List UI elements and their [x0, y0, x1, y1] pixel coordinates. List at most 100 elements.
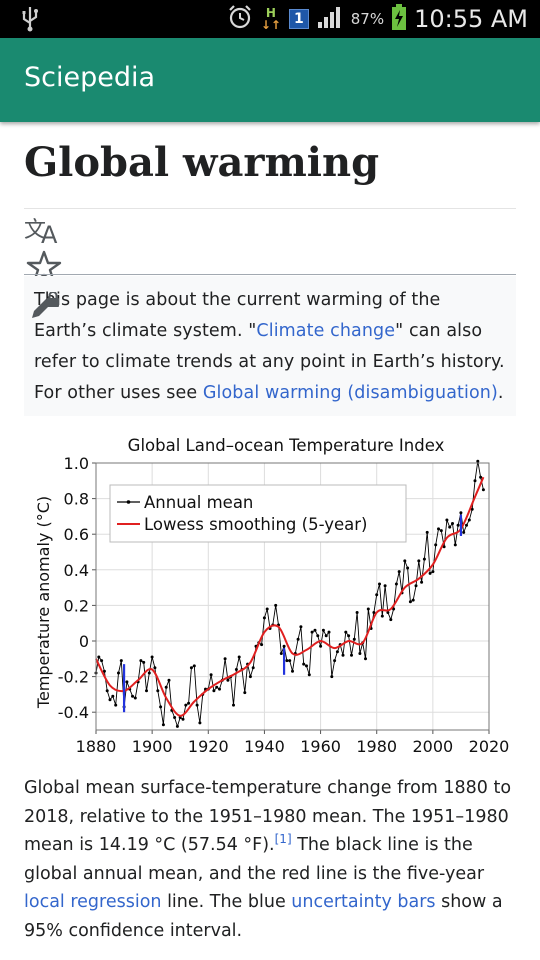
annual-mean-point	[226, 678, 230, 682]
title-divider	[24, 208, 516, 209]
annual-mean-point	[167, 678, 171, 682]
annual-mean-point	[285, 659, 289, 663]
disambiguation-link[interactable]: Global warming (disambiguation)	[202, 383, 498, 403]
x-tick-label: 1980	[356, 737, 397, 756]
annual-mean-point	[184, 703, 188, 707]
series-annual-mean	[94, 459, 485, 728]
app-bar: Sciepedia	[0, 38, 540, 122]
y-tick-label: 1.0	[64, 454, 89, 473]
annual-mean-point	[364, 657, 367, 661]
annual-mean-point	[147, 671, 151, 675]
annual-mean-point	[411, 598, 415, 602]
annual-mean-point	[451, 522, 454, 525]
legend-box	[109, 484, 407, 543]
annual-mean-point	[341, 653, 345, 657]
battery-percent: 87%	[350, 10, 385, 28]
y-tick-label: 0.4	[64, 561, 89, 580]
annual-mean-point	[108, 698, 112, 702]
lowess-smoothing-line	[95, 476, 485, 717]
annual-mean-point	[380, 614, 384, 618]
annual-mean-point	[153, 666, 157, 670]
status-bar: H ↓↑ 1 87% 10:55 AM	[0, 0, 540, 38]
annual-mean-point	[248, 675, 252, 679]
legend-lowess-label: Lowess smoothing (5-year)	[144, 515, 367, 534]
signal-icon	[317, 6, 343, 32]
annual-mean-point	[260, 643, 264, 647]
annual-mean-point	[175, 724, 179, 728]
annual-mean-point	[195, 703, 199, 707]
temperature-chart-figure[interactable]: Global Land–ocean Temperature Index Temp…	[24, 430, 516, 760]
annual-mean-point	[375, 593, 379, 597]
annual-mean-point	[234, 668, 238, 671]
annual-mean-point	[417, 559, 421, 563]
annual-mean-point	[465, 523, 468, 527]
annual-mean-point	[198, 721, 202, 725]
annual-mean-point	[414, 584, 418, 588]
annual-mean-point	[119, 659, 123, 663]
annual-mean-point	[372, 611, 376, 614]
annual-mean-point	[394, 582, 398, 586]
annual-mean-point	[192, 664, 196, 668]
reference-1-link[interactable]: [1]	[274, 832, 292, 847]
climate-change-link[interactable]: Climate change	[256, 321, 396, 341]
alarm-icon	[227, 4, 253, 34]
annual-mean-point	[378, 582, 381, 586]
annual-mean-point	[313, 628, 317, 632]
annual-mean-point	[355, 611, 359, 614]
uncertainty-bars-link[interactable]: uncertainty bars	[291, 892, 436, 912]
annual-mean-point	[299, 625, 303, 629]
chart-ticks: 1880 1900 1920 1940 1960 1980 2000 2020 1.0 0.8 0.…	[58, 454, 510, 756]
x-tick-label: 1900	[132, 737, 173, 756]
annual-mean-point	[159, 705, 163, 709]
legend-annual-label: Annual mean	[144, 493, 253, 512]
chart-y-axis-label: Temperature anomaly (°C)	[34, 496, 53, 709]
usb-icon	[20, 6, 40, 38]
annual-mean-point	[181, 717, 185, 721]
plot-frame	[95, 462, 490, 731]
page-title: Global warming	[24, 139, 380, 186]
annual-mean-point	[422, 557, 426, 561]
annual-mean-point	[251, 666, 255, 670]
annual-mean-point	[117, 671, 120, 675]
app-title: Sciepedia	[24, 62, 156, 93]
annual-mean-point	[456, 523, 460, 527]
annual-mean-point	[209, 673, 213, 677]
edit-locked-icon[interactable]	[28, 291, 62, 326]
annual-mean-point	[279, 652, 283, 655]
annual-mean-point	[453, 543, 457, 547]
annual-mean-point	[408, 600, 412, 604]
x-tick-label: 2020	[469, 737, 510, 756]
hatnote-text: This page is about the current warming o…	[34, 290, 505, 403]
svg-text:文: 文	[24, 218, 46, 243]
annual-mean-point	[125, 680, 129, 684]
annual-mean-point	[223, 657, 227, 661]
y-tick-label: -0.2	[58, 668, 89, 687]
annual-mean-point	[164, 685, 168, 689]
chart-title: Global Land–ocean Temperature Index	[128, 436, 445, 455]
local-regression-link[interactable]: local regression	[24, 892, 162, 912]
uncertainty-bars	[122, 514, 463, 713]
annual-mean-point	[187, 701, 191, 705]
annual-mean-point	[97, 655, 101, 659]
annual-mean-point	[459, 511, 463, 515]
annual-mean-point	[237, 655, 241, 659]
annual-mean-point	[282, 644, 286, 648]
annual-mean-point	[102, 669, 106, 673]
annual-mean-point	[428, 571, 432, 575]
annual-mean-point	[131, 694, 134, 698]
annual-mean-point	[161, 723, 165, 727]
network-type-indicator: H ↓↑	[260, 6, 281, 32]
annual-mean-point	[434, 543, 438, 547]
y-tick-label: -0.4	[58, 703, 89, 722]
annual-mean-point	[145, 689, 148, 693]
star-icon[interactable]	[26, 250, 64, 284]
annual-mean-point	[288, 659, 292, 663]
annual-mean-point	[347, 634, 351, 638]
annual-mean-point	[173, 716, 177, 719]
hatnote: This page is about the current warming o…	[24, 276, 516, 416]
annual-mean-point	[307, 673, 311, 677]
annual-mean-point	[350, 653, 353, 657]
annual-mean-point	[481, 488, 485, 492]
